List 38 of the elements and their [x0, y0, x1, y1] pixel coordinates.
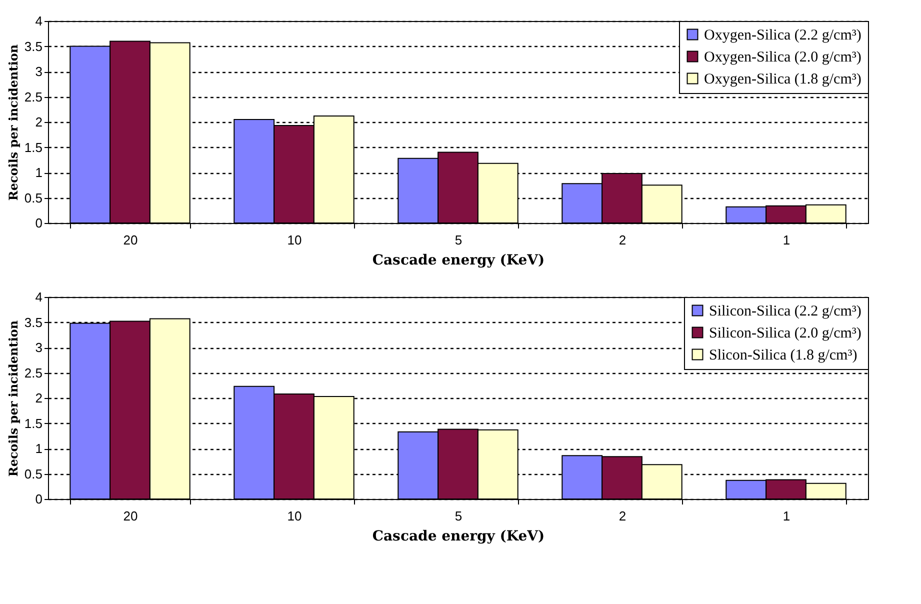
y-tick-label: 0 [35, 492, 42, 506]
y-tick-label: 1.5 [24, 140, 42, 155]
y-tick-label: 3 [35, 64, 42, 79]
y-tick-label: 1 [35, 165, 42, 180]
y-tick-label: 1.5 [24, 416, 42, 431]
legend-label: Oxygen-Silica (2.2 g/cm³) [704, 28, 862, 44]
x-tick-label: 2 [618, 232, 626, 248]
x-tick-label: 20 [123, 508, 138, 524]
legend-label: Slicon-Silica (1.8 g/cm³) [709, 348, 858, 364]
x-axis-title: Cascade energy (KeV) [372, 252, 545, 268]
y-tick-label: 2 [35, 390, 42, 406]
x-tick-label: 1 [782, 232, 790, 248]
y-axis-title: Recoils per incidention [6, 320, 20, 477]
y-tick-label: 2.5 [24, 365, 42, 380]
y-tick-label: 3.5 [24, 38, 42, 54]
y-tick-label: 2 [35, 114, 42, 130]
y-tick-label: 3 [35, 340, 42, 355]
x-tick-label: 1 [782, 508, 790, 524]
x-tick-label: 5 [454, 508, 462, 524]
x-tick-label: 2 [618, 508, 626, 524]
y-tick-label: 1 [35, 441, 42, 456]
y-axis-title: Recoils per incidention [6, 44, 20, 201]
legend-label: Silicon-Silica (2.0 g/cm³) [709, 326, 862, 342]
x-tick-label: 5 [454, 232, 462, 248]
legend-label: Silicon-Silica (2.2 g/cm³) [709, 304, 862, 320]
y-tick-label: 0 [35, 216, 42, 230]
y-tick-label: 0.5 [24, 190, 42, 206]
legend-label: Oxygen-Silica (2.0 g/cm³) [704, 50, 862, 66]
y-tick-label: 3.5 [24, 314, 42, 330]
x-axis-title: Cascade energy (KeV) [372, 528, 545, 544]
x-tick-label: 10 [287, 508, 302, 524]
y-tick-label: 4 [35, 290, 42, 304]
y-tick-label: 0.5 [24, 466, 42, 482]
y-tick-label: 4 [35, 14, 42, 28]
legend-label: Oxygen-Silica (1.8 g/cm³) [704, 72, 862, 88]
x-tick-label: 10 [287, 232, 302, 248]
y-tick-label: 2.5 [24, 89, 42, 104]
x-tick-label: 20 [123, 232, 138, 248]
